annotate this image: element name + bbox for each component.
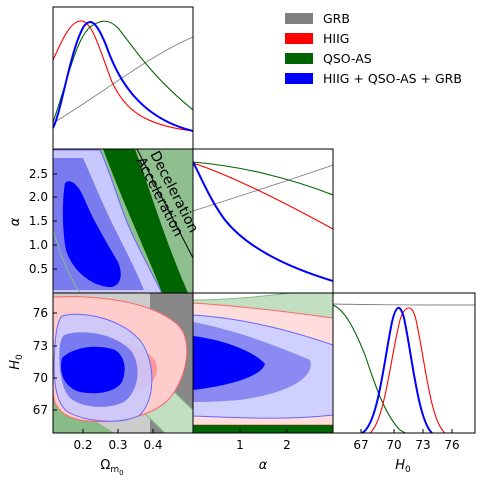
curve-qso-h0 xyxy=(333,304,406,433)
axis-label-alpha-y: α xyxy=(8,217,23,226)
tick-label-alphax-1: 1 xyxy=(236,438,244,452)
tick-label-h0x-76: 76 xyxy=(444,438,459,452)
legend-label-combined: HIIG + QSO-AS + GRB xyxy=(323,71,462,86)
panel-h0-alpha xyxy=(193,293,333,433)
curve-hiig-om xyxy=(53,20,193,132)
panel-h0-hist-frame xyxy=(332,292,476,434)
curve-hiig-alpha xyxy=(193,162,333,230)
tick-label-alpha-0.5: 0.5 xyxy=(29,262,48,276)
tick-label-h0x-73: 73 xyxy=(415,438,430,452)
tick-label-om-0.3: 0.3 xyxy=(108,438,127,452)
tick-label-om-0.2: 0.2 xyxy=(73,438,92,452)
tick-label-h0y-76: 76 xyxy=(33,306,48,320)
tick-label-alpha-1.5: 1.5 xyxy=(29,214,48,228)
panel-alpha-hist xyxy=(193,161,333,282)
axis-label-om-x: Ωm0 xyxy=(100,458,123,477)
legend-label-grb: GRB xyxy=(323,11,350,26)
tick-label-h0x-70: 70 xyxy=(386,438,401,452)
panel-alpha-om xyxy=(53,149,193,293)
legend-swatch-grb xyxy=(285,13,313,24)
axis-label-alpha-x: α xyxy=(259,458,268,473)
legend-label-hiig: HIIG xyxy=(323,31,349,46)
tick-label-alpha-2.5: 2.5 xyxy=(29,167,48,181)
curve-combined-alpha xyxy=(193,161,333,282)
panel-h0-hist xyxy=(333,303,475,433)
legend: GRB HIIG QSO-AS HIIG + QSO-AS + GRB xyxy=(285,11,462,86)
curve-hiig-h0 xyxy=(369,307,446,433)
legend-swatch-combined xyxy=(285,73,313,84)
tick-label-h0y-70: 70 xyxy=(33,371,48,385)
legend-label-qso: QSO-AS xyxy=(323,51,372,66)
tick-marks xyxy=(53,173,453,433)
curve-qso-alpha xyxy=(193,161,333,196)
contour-combined-alpha-core xyxy=(193,336,265,390)
contour-qso-1sigma xyxy=(103,149,188,293)
panel-h0-om xyxy=(53,293,193,433)
tick-label-alphax-2: 2 xyxy=(283,438,291,452)
curve-grb-h0 xyxy=(333,303,475,306)
legend-swatch-qso xyxy=(285,53,313,64)
tick-label-alpha-1.0: 1.0 xyxy=(29,238,48,252)
panel-om-hist xyxy=(53,20,193,132)
curve-grb-om xyxy=(53,36,193,124)
contour-combined-h0-core xyxy=(60,346,125,394)
tick-label-alpha-2.0: 2.0 xyxy=(29,190,48,204)
contour-qso-alpha-1sigma xyxy=(193,425,333,433)
axis-label-h0-y: H0 xyxy=(8,354,25,370)
curve-combined-h0 xyxy=(361,307,433,433)
curve-combined-om xyxy=(53,21,193,132)
legend-swatch-hiig xyxy=(285,33,313,44)
curve-grb-alpha xyxy=(193,164,333,212)
curve-qso-om xyxy=(53,20,193,123)
tick-label-h0y-67: 67 xyxy=(33,403,48,417)
tick-label-h0x-67: 67 xyxy=(353,438,368,452)
contour-combined-core xyxy=(62,181,121,288)
tick-label-h0y-73: 73 xyxy=(33,339,48,353)
axis-label-h0-x: H0 xyxy=(395,458,411,475)
tick-label-om-0.4: 0.4 xyxy=(143,438,162,452)
contour-qso-om-1sigma xyxy=(53,392,115,433)
